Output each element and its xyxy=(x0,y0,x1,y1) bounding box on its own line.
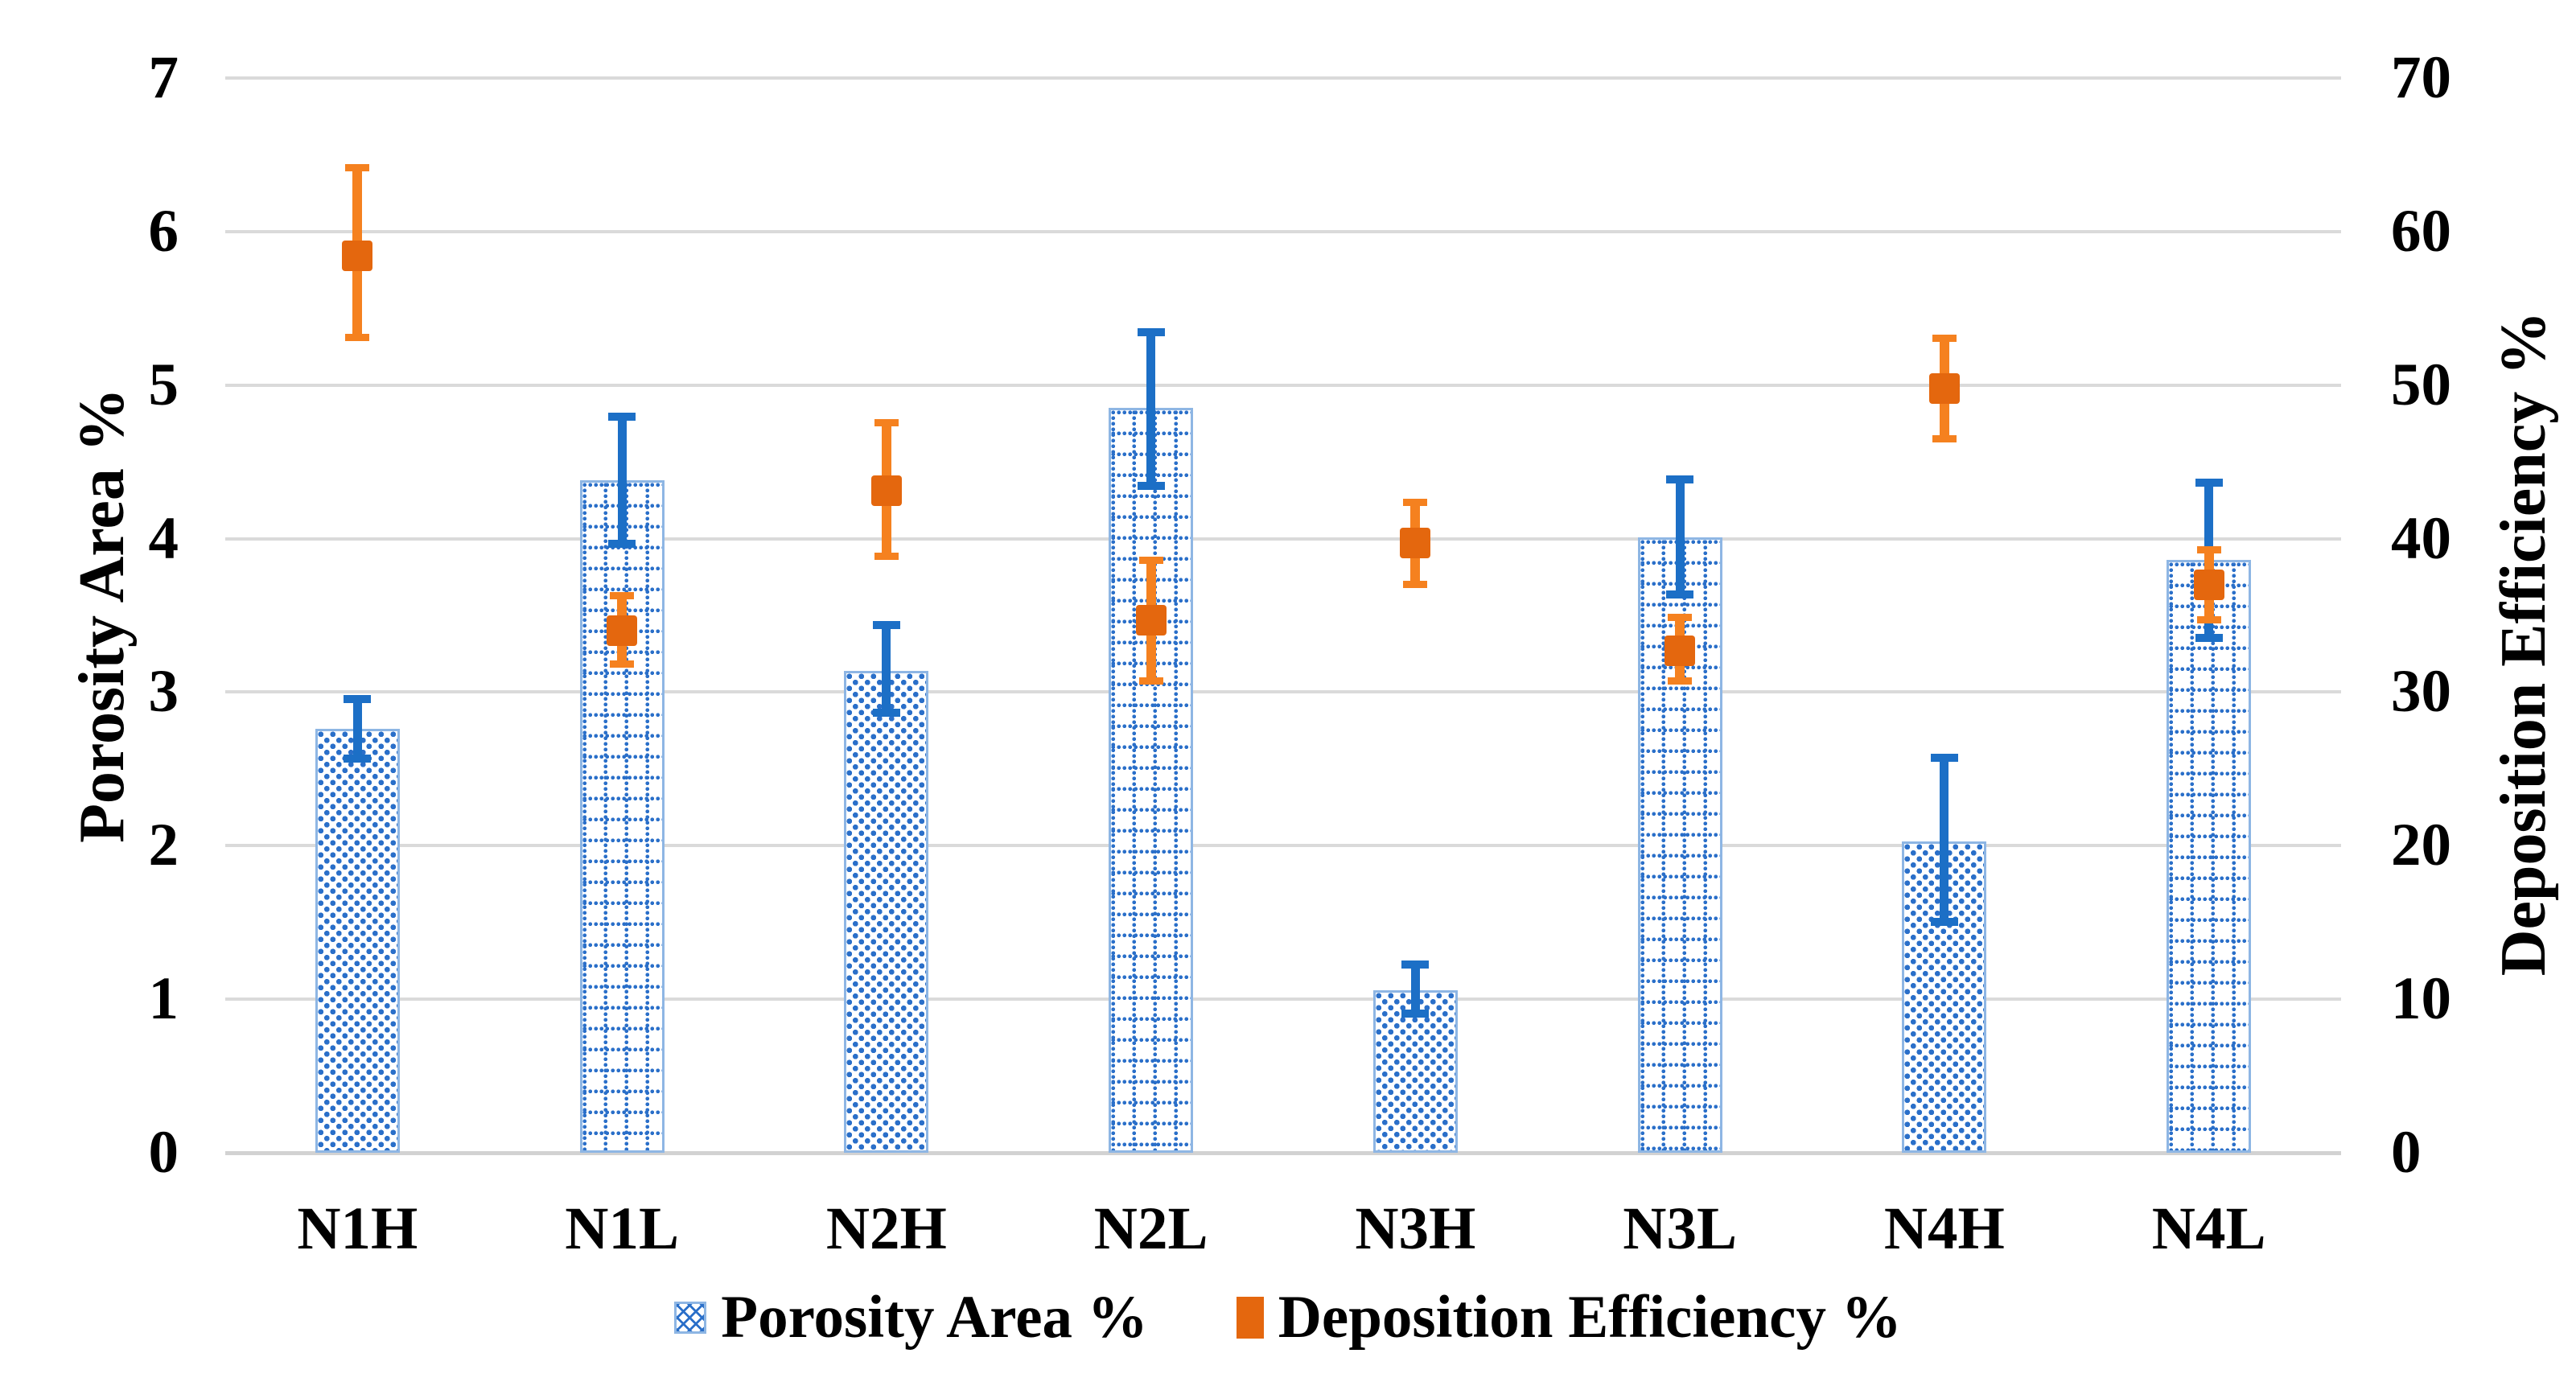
x-axis-label: N4H xyxy=(1883,1195,2005,1262)
porosity-error-cap xyxy=(1930,753,1958,762)
efficiency-error-cap xyxy=(1138,557,1163,565)
porosity-error-cap xyxy=(1137,481,1165,490)
gridline xyxy=(225,690,2341,694)
legend-label-efficiency: Deposition Efficiency % xyxy=(1278,1284,1902,1351)
efficiency-error-cap xyxy=(874,418,899,426)
efficiency-marker xyxy=(2193,569,2224,600)
right-axis-tick-label: 60 xyxy=(2391,197,2451,265)
x-axis-label: N3L xyxy=(1623,1195,1737,1262)
efficiency-marker xyxy=(342,241,373,272)
porosity-bar xyxy=(844,670,929,1153)
porosity-error-cap xyxy=(1666,590,1694,599)
porosity-swatch-icon xyxy=(674,1302,707,1334)
porosity-bar xyxy=(315,729,400,1153)
porosity-error-cap xyxy=(344,695,372,704)
porosity-error-bar xyxy=(1410,964,1420,1015)
efficiency-marker xyxy=(1135,604,1167,636)
porosity-error-cap xyxy=(608,412,636,421)
efficiency-error-cap xyxy=(610,592,635,600)
right-axis-tick-label: 20 xyxy=(2391,812,2451,879)
porosity-error-cap xyxy=(872,709,900,718)
efficiency-error-cap xyxy=(345,333,370,341)
porosity-error-cap xyxy=(1930,917,1958,926)
efficiency-error-cap xyxy=(1138,677,1163,685)
legend-item-porosity: Porosity Area % xyxy=(674,1284,1148,1351)
efficiency-error-cap xyxy=(2196,545,2221,553)
left-axis-tick-label: 1 xyxy=(148,965,179,1033)
gridline xyxy=(225,844,2341,848)
left-axis-tick-label: 2 xyxy=(148,812,179,879)
porosity-error-cap xyxy=(872,621,900,630)
efficiency-error-cap xyxy=(345,163,370,171)
porosity-error-cap xyxy=(1401,960,1430,969)
porosity-error-cap xyxy=(608,540,636,549)
legend: Porosity Area % Deposition Efficiency % xyxy=(0,1284,2576,1351)
right-axis-title: Deposition Efficiency % xyxy=(2488,311,2559,977)
efficiency-marker xyxy=(1400,528,1431,559)
efficiency-error-cap xyxy=(1668,677,1693,685)
gridline xyxy=(225,998,2341,1002)
efficiency-swatch-icon xyxy=(1236,1297,1264,1339)
right-axis-tick-label: 40 xyxy=(2391,504,2451,572)
efficiency-error-cap xyxy=(1932,434,1957,442)
efficiency-error-cap xyxy=(874,553,899,561)
gridline xyxy=(225,383,2341,387)
right-axis-tick-label: 0 xyxy=(2391,1119,2422,1186)
porosity-bar xyxy=(579,480,665,1153)
porosity-error-cap xyxy=(2195,478,2223,487)
legend-label-porosity: Porosity Area % xyxy=(721,1284,1148,1351)
porosity-bar xyxy=(1109,408,1194,1153)
efficiency-marker xyxy=(607,615,638,647)
gridline xyxy=(225,229,2341,233)
porosity-error-cap xyxy=(2195,633,2223,642)
x-axis-label: N2H xyxy=(825,1195,947,1262)
gridline xyxy=(225,537,2341,541)
porosity-error-cap xyxy=(1666,475,1694,484)
porosity-error-cap xyxy=(344,755,372,763)
porosity-error-cap xyxy=(1137,327,1165,336)
porosity-bar xyxy=(2167,560,2252,1153)
left-axis-tick-label: 6 xyxy=(148,197,179,265)
gridline xyxy=(225,76,2341,80)
x-axis-line xyxy=(225,1151,2341,1155)
porosity-bar xyxy=(1637,537,1722,1153)
right-axis-tick-label: 50 xyxy=(2391,351,2451,418)
x-axis-label: N3H xyxy=(1355,1195,1476,1262)
efficiency-error-cap xyxy=(1932,334,1957,342)
x-axis-label: N1H xyxy=(297,1195,418,1262)
x-axis-label: N4L xyxy=(2151,1195,2266,1262)
left-axis-title: Porosity Area % xyxy=(67,388,138,843)
x-axis-label: N2L xyxy=(1093,1195,1208,1262)
porosity-error-bar xyxy=(882,624,891,714)
efficiency-marker xyxy=(870,475,902,507)
porosity-error-bar xyxy=(617,415,627,545)
porosity-error-bar xyxy=(1675,479,1685,596)
porosity-error-bar xyxy=(1146,331,1156,487)
efficiency-error-cap xyxy=(2196,615,2221,623)
legend-item-efficiency: Deposition Efficiency % xyxy=(1236,1284,1902,1351)
right-axis-tick-label: 10 xyxy=(2391,965,2451,1033)
efficiency-error-cap xyxy=(1403,498,1428,506)
porosity-error-bar xyxy=(352,698,362,760)
efficiency-error-cap xyxy=(1668,613,1693,621)
porosity-error-cap xyxy=(1401,1010,1430,1018)
left-axis-tick-label: 4 xyxy=(148,504,179,572)
efficiency-error-cap xyxy=(1403,580,1428,588)
right-axis-tick-label: 70 xyxy=(2391,44,2451,111)
right-axis-tick-label: 30 xyxy=(2391,658,2451,726)
x-axis-label: N1L xyxy=(565,1195,679,1262)
left-axis-tick-label: 5 xyxy=(148,351,179,418)
efficiency-marker xyxy=(1928,372,1960,404)
efficiency-error-cap xyxy=(610,660,635,668)
porosity-error-bar xyxy=(1940,756,1949,923)
efficiency-marker xyxy=(1665,635,1696,666)
left-axis-tick-label: 7 xyxy=(148,44,179,111)
porosity-bar xyxy=(1902,841,1987,1153)
left-axis-tick-label: 0 xyxy=(148,1119,179,1186)
left-axis-tick-label: 3 xyxy=(148,658,179,726)
